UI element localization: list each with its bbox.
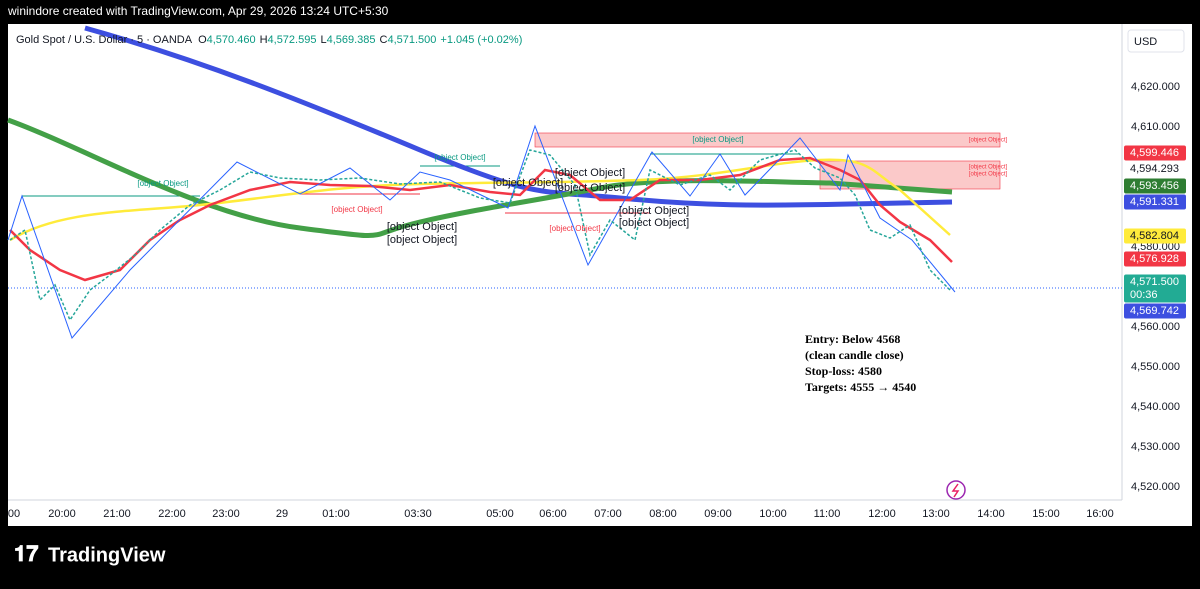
countdown: 00:36 [1130,289,1158,301]
legend-symbol: Gold Spot / U.S. Dollar · 5 · OANDA [16,34,193,46]
chart-label: [object Object] [692,135,743,144]
logo-mark: 𝟏𝟕 [14,541,39,566]
chart-label: [object Object] [619,217,689,229]
candles [9,149,951,322]
price-label-bg [1124,178,1186,194]
currency-button[interactable] [1127,29,1185,53]
price-label: 4,571.500 [1130,276,1179,288]
ma-yellow [9,158,951,242]
price-label: 4,599.446 [1130,147,1179,159]
legend-change: +1.045 (+0.02%) [440,34,522,46]
chart-label: [object Object] [555,182,625,194]
chart-label: [object Object] [619,205,689,217]
legend-value: 4,569.385 [327,34,376,46]
price-tick-label: 4,620.000 [1131,81,1180,93]
price-label: 4,594.293 [1130,163,1179,175]
trade-note: Targets: 4555 → 4540 [805,380,916,394]
trade-note: Entry: Below 4568 [805,332,900,346]
legend-key: C [380,34,388,46]
time-tick-label: 07:00 [594,508,622,520]
time-tick-label: 29 [276,508,288,520]
price-label: 4,593.456 [1130,180,1179,192]
price-label-bg [1124,194,1186,210]
chart-label: [object Object] [331,205,382,214]
time-tick-label: 10:00 [759,508,787,520]
header-text: winindore created with TradingView.com, … [7,4,389,18]
price-tick-label: 4,610.000 [1131,121,1180,133]
zigzag [7,124,956,339]
price-tick-label: 4,550.000 [1131,361,1180,373]
chart-label: [object Object] [969,165,1008,171]
price-tick-label: 4,520.000 [1131,481,1180,493]
price-label: 4,576.928 [1130,253,1179,265]
chart-label: [object Object] [549,224,600,233]
chart-label: [object Object] [387,221,457,233]
chart-label: [object Object] [137,179,188,188]
time-tick-label: 15:00 [1032,508,1060,520]
time-tick-label: 21:00 [103,508,131,520]
time-tick-label: 22:00 [158,508,186,520]
price-label: 4,569.742 [1130,305,1179,317]
time-tick-label: 09:00 [704,508,732,520]
time-tick-label: 01:00 [322,508,350,520]
time-tick-label: 00 [8,508,20,520]
order-block [534,132,1001,148]
price-label-bg [1124,274,1186,303]
time-tick-label: 11:00 [814,508,841,520]
ema-red [9,156,953,282]
chart-panel [8,24,1192,526]
price-tick-label: 4,560.000 [1131,321,1180,333]
time-tick-label: 12:00 [868,508,896,520]
legend-key: O [198,34,207,46]
price-tick-label: 4,580.000 [1131,241,1180,253]
price-label: 4,582.804 [1130,230,1179,242]
time-tick-label: 08:00 [649,508,677,520]
chart-label: [object Object] [555,167,625,179]
time-tick-label: 06:00 [539,508,567,520]
price-label-bg [1124,303,1186,319]
time-tick-label: 16:00 [1086,508,1114,520]
price-label-bg [1124,251,1186,267]
price-label-bg [1124,145,1186,161]
currency: USD [1134,36,1157,48]
ma-blue [84,25,953,208]
chart-label: [object Object] [969,138,1008,144]
chart-label: [object Object] [387,234,457,246]
time-tick-label: 03:30 [404,508,432,520]
time-tick-label: 20:00 [48,508,76,520]
alert-icon[interactable] [946,480,966,500]
price-label-bg [1124,161,1186,177]
trade-note: Stop-loss: 4580 [805,364,882,378]
time-tick-label: 23:00 [212,508,240,520]
price-label: 4,591.331 [1130,196,1179,208]
chart-label: [object Object] [969,172,1008,178]
legend-value: 4,571.500 [387,34,436,46]
time-tick-label: 05:00 [486,508,514,520]
time-tick-label: 14:00 [977,508,1005,520]
alert-bolt [951,483,960,498]
legend-key: L [320,34,326,46]
brand: TradingView [48,544,166,566]
legend-key: H [260,34,268,46]
price-tick-label: 4,540.000 [1131,401,1180,413]
chart-label: [object Object] [493,177,563,189]
chart-label: [object Object] [434,153,485,162]
price-tick-label: 4,530.000 [1131,441,1180,453]
legend-value: 4,572.595 [268,34,317,46]
price-label-bg [1124,228,1186,244]
trade-note: (clean candle close) [805,348,904,362]
time-tick-label: 13:00 [922,508,950,520]
legend-value: 4,570.460 [207,34,256,46]
